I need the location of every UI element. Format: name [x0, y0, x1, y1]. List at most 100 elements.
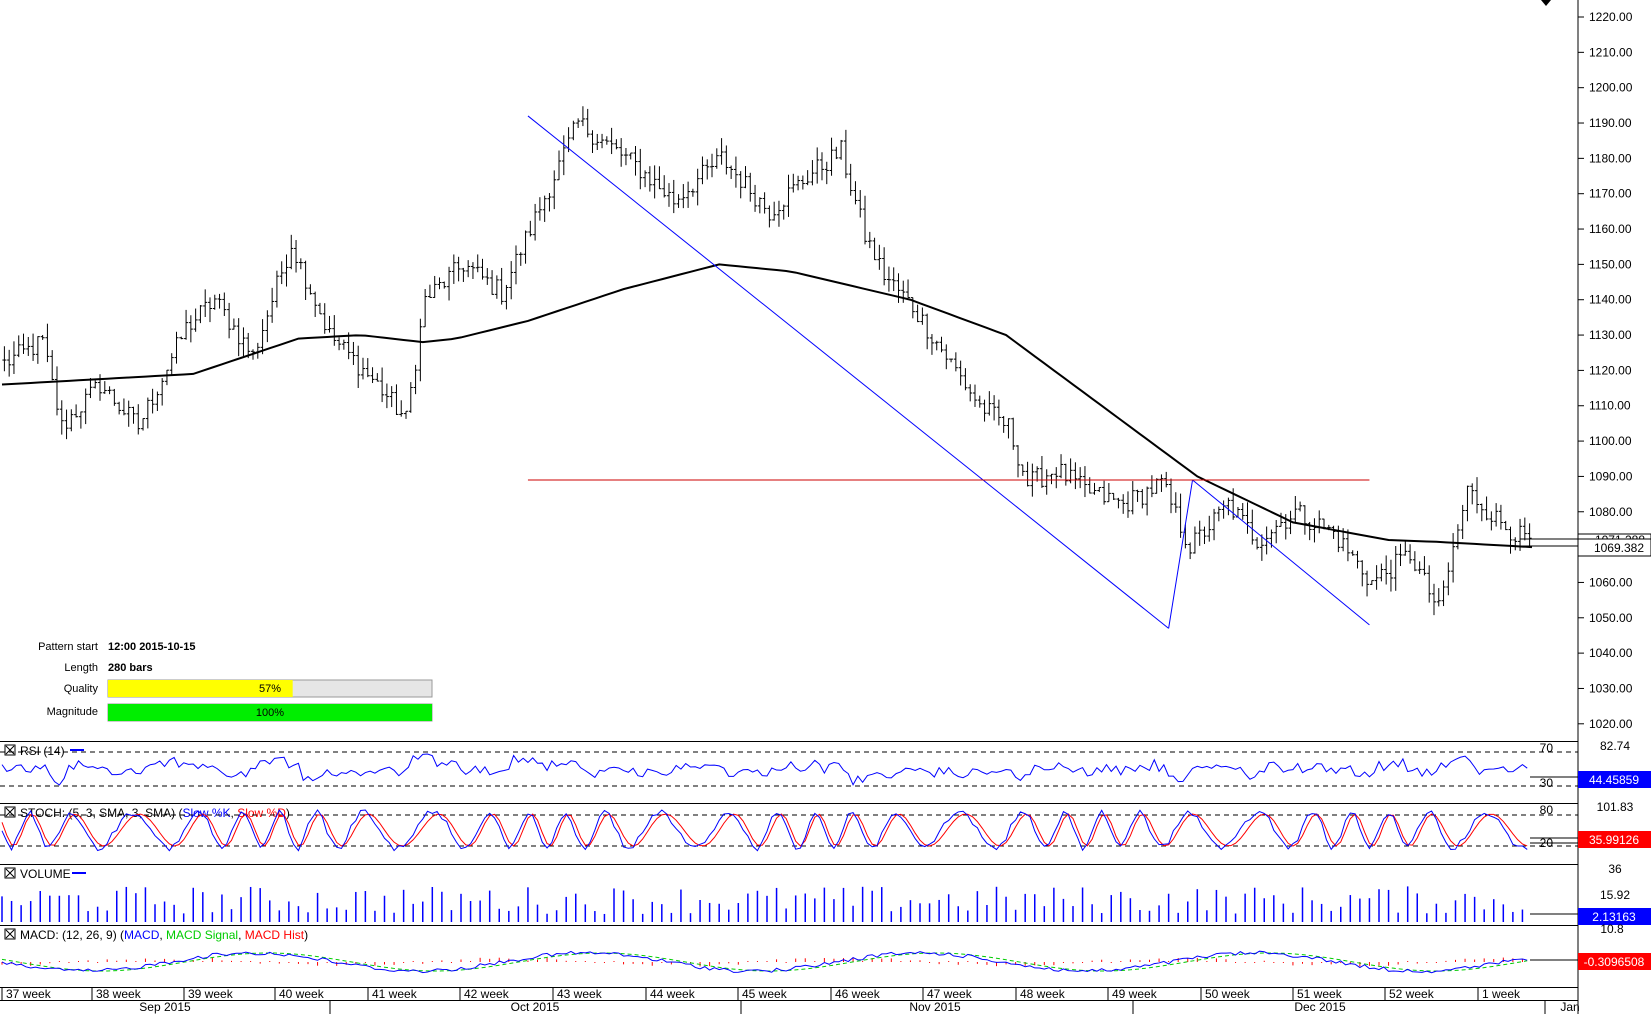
ohlc-bar [1250, 509, 1255, 545]
ohlc-bar [1039, 456, 1044, 488]
stoch-value: 35.99126 [1589, 833, 1639, 847]
ohlc-bar [1231, 488, 1236, 520]
ohlc-bar [882, 247, 887, 286]
ohlc-bar [724, 145, 729, 175]
week-label: 50 week [1205, 987, 1251, 1001]
ohlc-bar [633, 145, 638, 176]
ohlc-bar [1102, 480, 1107, 505]
week-label: 43 week [557, 987, 603, 1001]
ohlc-bar [360, 357, 365, 380]
ohlc-bar [1369, 580, 1374, 585]
ohlc-bar [590, 130, 595, 153]
ohlc-bar [972, 384, 977, 407]
quality-label: Quality [64, 683, 99, 695]
ohlc-bar [346, 332, 351, 360]
price-tick-label: 1150.00 [1589, 257, 1632, 271]
ohlc-bar [255, 342, 260, 359]
macd-title-prefix: MACD: (12, 26, 9) ( [20, 928, 124, 942]
price-axis: 1220.00 1210.00 1200.00 1190.00 1180.00 1170.… [1578, 10, 1633, 731]
ohlc-bar [781, 204, 786, 220]
ohlc-bar [786, 174, 791, 217]
ohlc-bar [179, 336, 184, 340]
ohlc-bar [595, 133, 600, 151]
price-tick-label: 1140.00 [1589, 293, 1632, 307]
week-label: 42 week [464, 987, 510, 1001]
ohlc-bar [829, 137, 834, 176]
ohlc-bar [327, 315, 332, 333]
price-tick-label: 1100.00 [1589, 434, 1632, 448]
volume-title: VOLUME [20, 867, 71, 881]
ohlc-bar [274, 270, 279, 308]
ohlc-bar [666, 183, 671, 207]
ohlc-bar [461, 267, 466, 282]
ohlc-bar [375, 373, 380, 382]
ohlc-bar [576, 118, 581, 129]
last-price-label: 1069.382 [1594, 541, 1644, 555]
ohlc-bar [251, 349, 256, 360]
ohlc-bar [619, 138, 624, 167]
price-tick-label: 1130.00 [1589, 328, 1632, 342]
ohlc-bar [772, 201, 777, 221]
ohlc-bar [643, 170, 648, 188]
ohlc-bar [623, 147, 628, 166]
ohlc-bar [1465, 485, 1470, 522]
volume-bars [1, 886, 1524, 922]
pattern-trend-line [1192, 479, 1370, 626]
ohlc-bar [1068, 458, 1073, 484]
macd-title-suffix: ) [304, 928, 308, 942]
ohlc-bar [1441, 580, 1446, 607]
ohlc-bar [819, 152, 824, 181]
week-label: 39 week [188, 987, 234, 1001]
ohlc-bar [260, 319, 265, 355]
ohlc-bar [1159, 474, 1164, 492]
ohlc-bar [1374, 565, 1379, 590]
ohlc-bar [351, 341, 356, 365]
ohlc-bar [1216, 506, 1221, 522]
ohlc-bar [203, 289, 208, 318]
ohlc-bar [1293, 495, 1298, 524]
ohlc-bar [1207, 515, 1212, 542]
ohlc-bar [1202, 526, 1207, 545]
volume-value: 2.13163 [1592, 910, 1636, 924]
ohlc-bar [1116, 497, 1121, 509]
ohlc-bar [982, 399, 987, 422]
ohlc-bar [207, 297, 212, 323]
ohlc-bar [150, 388, 155, 414]
ohlc-bar [59, 400, 64, 435]
week-label: 41 week [372, 987, 418, 1001]
macd-value-badge [1578, 953, 1651, 970]
pattern-start-label: Pattern start [38, 641, 98, 653]
ohlc-bar [1355, 550, 1360, 569]
ohlc-bar [126, 400, 131, 427]
ohlc-bar [504, 284, 509, 310]
ohlc-bar [609, 127, 614, 155]
ohlc-bar [40, 334, 45, 340]
ohlc-bar [949, 358, 954, 363]
price-tick-label: 1210.00 [1589, 45, 1633, 59]
ohlc-bar [1001, 415, 1006, 433]
ohlc-bar [863, 195, 868, 245]
ohlc-bar [767, 205, 772, 228]
ohlc-bar [451, 254, 456, 284]
ohlc-bar [1082, 466, 1087, 498]
ohlc-bar [1140, 489, 1145, 509]
ohlc-bar [1398, 543, 1403, 567]
ohlc-bar [1125, 491, 1130, 518]
ohlc-bar [647, 166, 652, 192]
ohlc-bar [901, 280, 906, 303]
ohlc-bar [1288, 510, 1293, 535]
price-tick-label: 1110.00 [1589, 399, 1631, 413]
ohlc-bar [1049, 473, 1054, 485]
week-label: 47 week [927, 987, 973, 1001]
ohlc-bar [614, 139, 619, 150]
ohlc-bar [198, 305, 203, 324]
ohlc-bar [1350, 550, 1355, 556]
ohlc-bar [370, 367, 375, 384]
ohlc-bar [676, 194, 681, 208]
ohlc-bar [1016, 445, 1021, 478]
ohlc-bar [705, 159, 710, 180]
ohlc-bar [2, 346, 7, 372]
ohlc-bar [743, 166, 748, 189]
rsi-panel: RSI (14) 70 30 82.74 44.45859 [0, 739, 1651, 790]
